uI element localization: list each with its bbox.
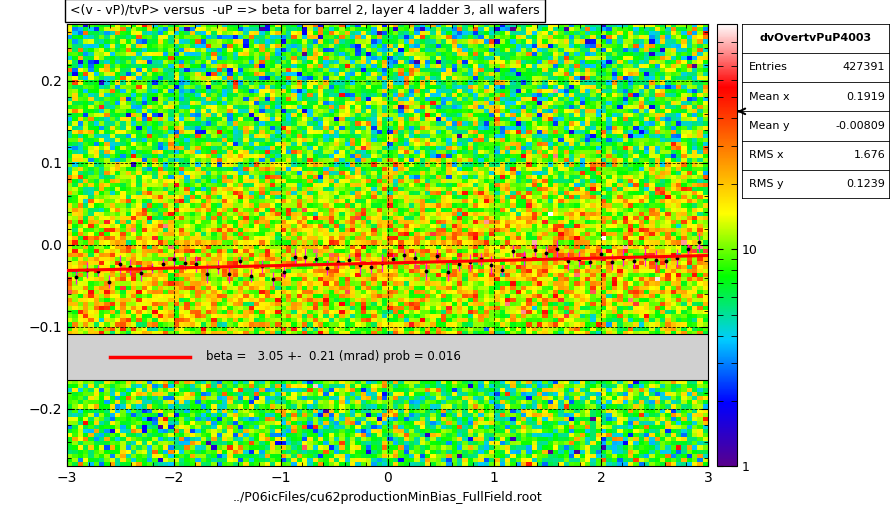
Text: <(v - vP)/tvP> versus  -uP => beta for barrel 2, layer 4 ladder 3, all wafers: <(v - vP)/tvP> versus -uP => beta for ba… <box>71 4 540 17</box>
Text: 0.1919: 0.1919 <box>847 92 885 102</box>
Text: Mean x: Mean x <box>749 92 790 102</box>
Text: dvOvertvPuP4003: dvOvertvPuP4003 <box>760 33 872 43</box>
Text: -0.00809: -0.00809 <box>835 121 885 131</box>
Text: Entries: Entries <box>749 62 788 72</box>
Text: 0.1239: 0.1239 <box>847 180 885 190</box>
Text: Mean y: Mean y <box>749 121 790 131</box>
Text: RMS x: RMS x <box>749 150 784 160</box>
X-axis label: ../P06icFiles/cu62productionMinBias_FullField.root: ../P06icFiles/cu62productionMinBias_Full… <box>233 491 542 504</box>
Text: beta =   3.05 +-  0.21 (mrad) prob = 0.016: beta = 3.05 +- 0.21 (mrad) prob = 0.016 <box>206 351 461 364</box>
Text: 1.676: 1.676 <box>854 150 885 160</box>
Text: RMS y: RMS y <box>749 180 784 190</box>
Bar <box>67 334 708 380</box>
Text: 427391: 427391 <box>843 62 885 72</box>
